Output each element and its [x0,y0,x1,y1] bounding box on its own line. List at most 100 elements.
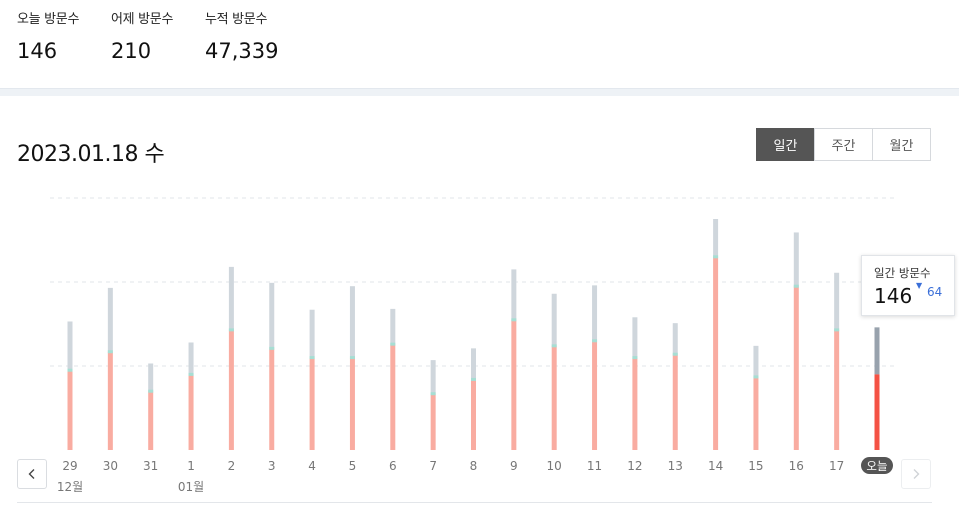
bar-segment-lower[interactable] [188,374,194,450]
stat-value: 47,339 [205,39,279,63]
bar-separator [592,339,598,343]
x-tick-label: 5 [349,459,357,473]
bar-segment-upper[interactable] [753,345,759,377]
bar-segment-upper[interactable] [349,286,355,358]
tooltip-change-value: 64 [927,285,943,299]
bar-segment-lower[interactable] [269,348,275,450]
bar-segment-lower[interactable] [228,329,234,450]
x-tick-label: 9 [510,459,518,473]
bar-segment-lower[interactable] [471,379,476,450]
bar-segment-lower[interactable] [874,374,880,450]
bar-segment-lower[interactable] [672,354,678,450]
bar-segment-lower[interactable] [148,391,154,450]
bar-segment-lower[interactable] [632,357,638,450]
prev-page-button[interactable] [17,459,47,489]
bar-segment-upper[interactable] [874,327,880,375]
tab-monthly[interactable]: 월간 [872,128,931,161]
x-tick-label: 30 [103,459,118,473]
bar-segment-upper[interactable] [148,363,154,392]
x-tick-label: 1 [187,459,195,473]
x-tick-label: 16 [789,459,804,473]
bar-separator [793,284,799,288]
bar-segment-upper[interactable] [672,323,678,355]
bar-segment-lower[interactable] [511,319,517,450]
x-tick-label: 31 [143,459,158,473]
bar-segment-upper[interactable] [551,293,557,346]
x-tick-label: 6 [389,459,397,473]
bar-segment-lower[interactable] [551,345,557,450]
bar-segment-upper[interactable] [269,282,275,349]
bar-segment-upper[interactable] [793,232,799,287]
bar-segment-lower[interactable] [67,370,73,450]
tab-daily[interactable]: 일간 [756,128,815,161]
bar-separator [430,392,436,396]
stat-yesterday: 어제 방문수 210 [111,8,173,63]
x-tick-label: 4 [308,459,316,473]
x-tick-label: 29 [62,459,77,473]
stat-label: 누적 방문수 [205,12,268,27]
today-badge [861,457,893,474]
stat-today: 오늘 방문수 146 [17,8,79,63]
bar-separator [228,328,234,332]
bar-separator [753,375,759,379]
bar-separator [713,255,719,259]
x-tick-label: 2 [228,459,236,473]
bar-segment-lower[interactable] [390,344,396,450]
bar-segment-upper[interactable] [511,269,517,320]
bar-separator [834,328,840,332]
section-divider [0,88,959,96]
bar-segment-upper[interactable] [592,285,598,341]
bar-segment-upper[interactable] [430,360,436,394]
bar-segment-upper[interactable] [107,287,113,352]
x-tick-label: 12 [627,459,642,473]
bar-segment-upper[interactable] [188,342,194,375]
bar-separator [107,350,113,354]
x-tick-label: 14 [708,459,723,473]
month-label: 12월 [57,480,83,494]
bar-segment-upper[interactable] [390,308,396,345]
bar-segment-upper[interactable] [228,266,234,330]
bar-separator [188,372,194,376]
stat-label: 오늘 방문수 [17,12,80,27]
bar-segment-upper[interactable] [713,219,719,257]
bar-segment-upper[interactable] [67,321,73,371]
chevron-right-icon [913,469,920,479]
tab-weekly[interactable]: 주간 [814,128,873,161]
bar-segment-lower[interactable] [713,256,719,450]
bar-separator [349,356,355,360]
bar-segment-lower[interactable] [793,286,799,450]
daily-visits-tooltip: 일간 방문수 146 ▼ 64 [861,255,955,316]
bar-segment-lower[interactable] [107,351,113,450]
bar-separator [148,389,154,393]
stat-value: 210 [111,39,152,63]
bar-segment-lower[interactable] [430,393,436,450]
page-title: 2023.01.18 수 [17,142,165,167]
bar-separator [511,318,517,322]
bottom-divider [17,502,932,503]
x-tick-label: 7 [429,459,437,473]
tooltip-change: ▼ 64 [916,281,943,299]
bar-segment-lower[interactable] [753,376,759,450]
x-tick-label: 13 [668,459,683,473]
bar-segment-upper[interactable] [309,309,315,358]
bar-segment-upper[interactable] [632,317,638,358]
x-tick-label: 8 [470,459,478,473]
bar-segment-lower[interactable] [309,357,315,450]
bar-segment-lower[interactable] [592,340,598,450]
bar-separator [672,352,678,356]
x-tick-label: 11 [587,459,602,473]
bar-segment-upper[interactable] [834,272,840,330]
stat-value: 146 [17,39,58,63]
x-tick-label: 10 [547,459,562,473]
bar-segment-upper[interactable] [471,348,476,380]
bar-separator [390,342,396,346]
visitor-summary: 오늘 방문수 146 어제 방문수 210 누적 방문수 47,339 [0,0,959,88]
month-label: 01월 [178,480,204,494]
bar-separator [67,368,73,372]
next-page-button[interactable] [901,459,931,489]
bar-segment-lower[interactable] [834,329,840,450]
period-tabs: 일간 주간 월간 [756,128,931,161]
bar-segment-lower[interactable] [349,357,355,450]
x-tick-label: 3 [268,459,276,473]
